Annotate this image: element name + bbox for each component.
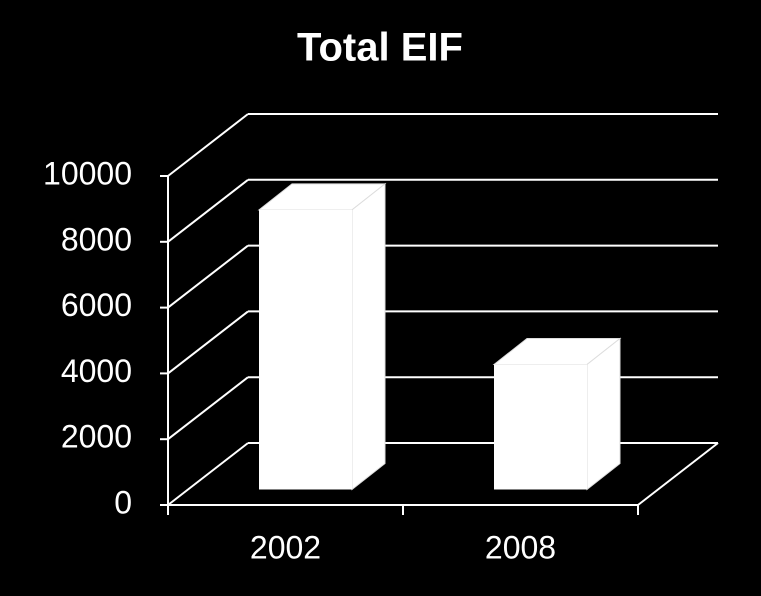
- chart-title: Total EIF: [297, 26, 463, 70]
- x-tick-label: 2008: [485, 529, 556, 565]
- bar: [494, 364, 587, 490]
- y-tick-label: 4000: [61, 353, 132, 389]
- grid-line: [167, 244, 249, 309]
- grid-line: [167, 310, 249, 375]
- y-tick-label: 8000: [61, 221, 132, 257]
- x-tick-label: 2002: [250, 529, 321, 565]
- bar-side: [586, 337, 621, 491]
- floor-edge: [637, 442, 719, 506]
- grid-line: [167, 442, 249, 506]
- grid-line: [167, 113, 249, 177]
- grid-line: [167, 376, 249, 440]
- grid-line: [167, 179, 249, 243]
- bar-side: [351, 182, 386, 491]
- bar: [259, 209, 352, 490]
- y-tick-label: 0: [114, 484, 132, 520]
- y-tick-label: 2000: [61, 419, 132, 455]
- y-tick-label: 10000: [43, 155, 132, 191]
- y-tick-label: 6000: [61, 287, 132, 323]
